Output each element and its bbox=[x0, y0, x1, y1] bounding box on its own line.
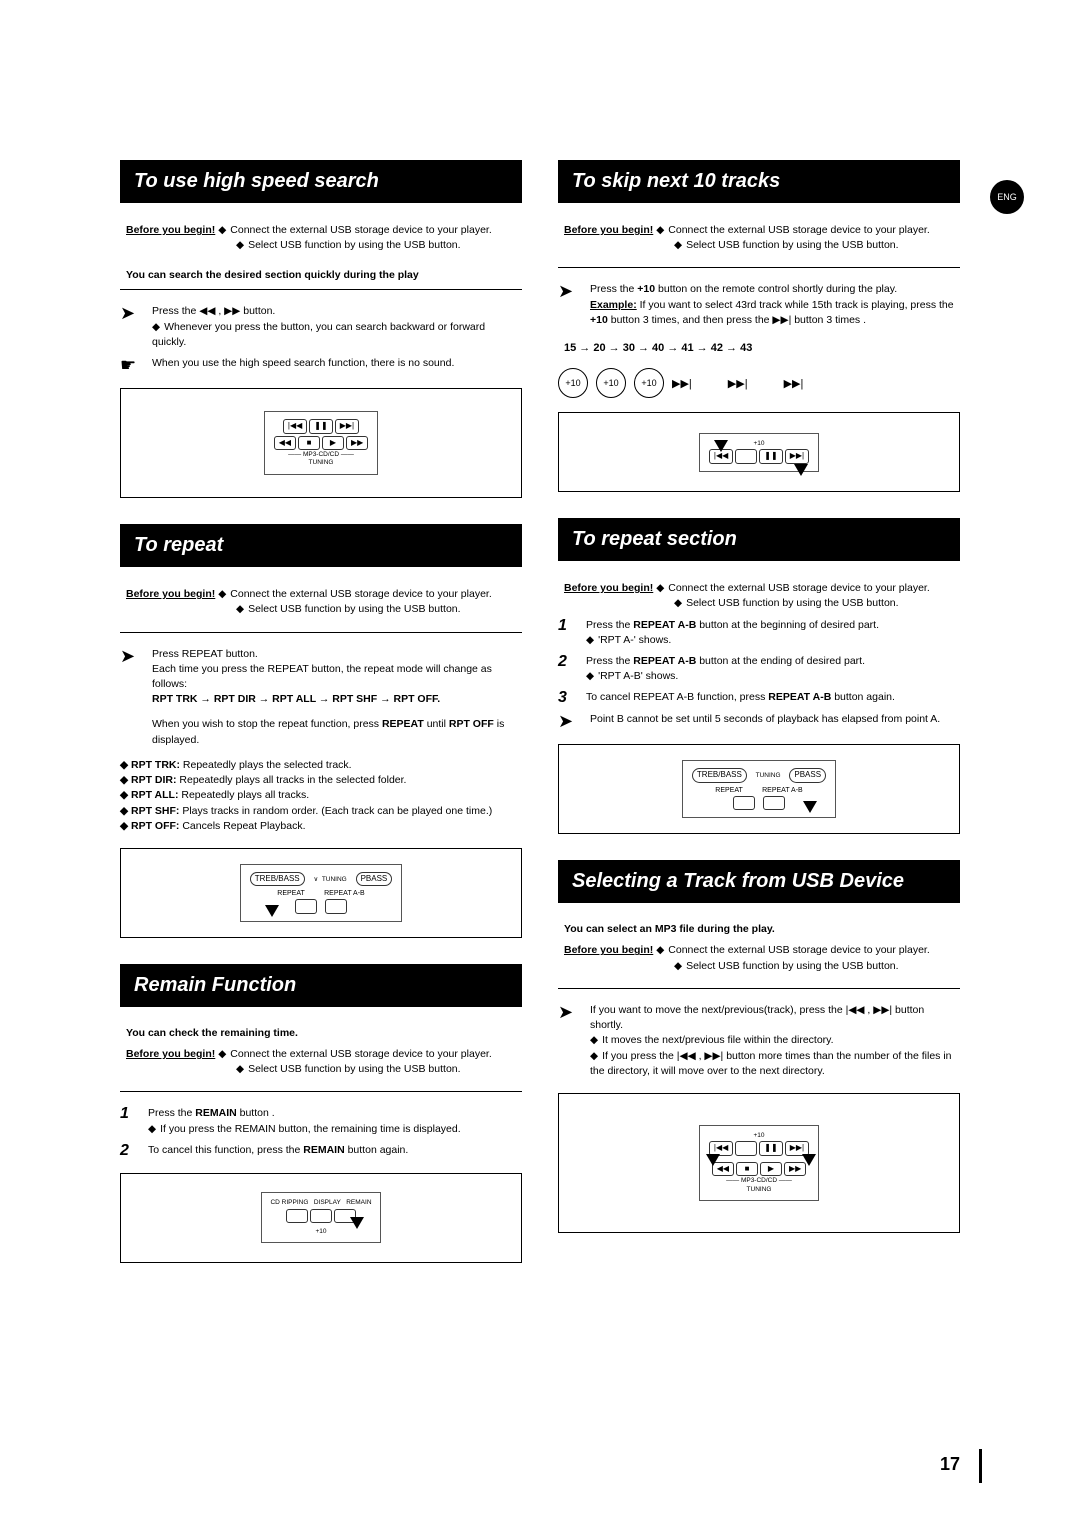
next-track-icon: ▶▶| bbox=[672, 377, 692, 390]
section-title-remain: Remain Function bbox=[120, 964, 522, 1007]
each-time: Each time you press the REPEAT button, t… bbox=[152, 663, 492, 690]
step-number-2: 2 bbox=[558, 654, 576, 670]
note-nosound: When you use the high speed search funct… bbox=[152, 356, 522, 371]
repeat-modes-list: RPT TRK: Repeatedly plays the selected t… bbox=[120, 758, 522, 834]
section-repeat: To repeat Before you begin! ◆Connect the… bbox=[120, 524, 522, 938]
right-column: To skip next 10 tracks Before you begin!… bbox=[558, 160, 960, 1287]
remote-figure-usb: +10 |◀◀ ❚❚▶▶| ◀◀■▶▶▶ —— MP3-CD/CD —— TUN… bbox=[558, 1093, 960, 1233]
plus10-icon: +10 bbox=[596, 368, 626, 398]
arrow-icon: ➤ bbox=[558, 712, 580, 730]
note-text: Whenever you press the button, you can s… bbox=[152, 321, 485, 348]
step-number-2: 2 bbox=[120, 1143, 138, 1159]
section-high-speed-search: To use high speed search Before you begi… bbox=[120, 160, 522, 498]
before-you-begin-ab: Before you begin! ◆Connect the external … bbox=[558, 581, 960, 611]
subhead: You can search the desired section quick… bbox=[126, 269, 522, 281]
before-you-begin: Before you begin! ◆Connect the external … bbox=[120, 223, 522, 253]
section-skip10: To skip next 10 tracks Before you begin!… bbox=[558, 160, 960, 492]
plus10-icon: +10 bbox=[558, 368, 588, 398]
section-repeat-ab: To repeat section Before you begin! ◆Con… bbox=[558, 518, 960, 834]
next-track-icon: ▶▶| bbox=[728, 377, 748, 390]
section-title-repeat: To repeat bbox=[120, 524, 522, 567]
section-title-repeat-ab: To repeat section bbox=[558, 518, 960, 561]
arrow-icon: ➤ bbox=[120, 304, 142, 322]
subhead-remain: You can check the remaining time. bbox=[126, 1027, 522, 1039]
remote-figure: |◀◀❚❚▶▶| ◀◀■▶▶▶ —— MP3-CD/CD —— TUNING bbox=[120, 388, 522, 498]
ab-note: Point B cannot be set until 5 seconds of… bbox=[590, 712, 960, 727]
page-divider bbox=[979, 1449, 982, 1483]
skip-sequence: 15 → 20 → 30 → 40 → 41 → 42 → 43 bbox=[564, 342, 960, 354]
section-remain: Remain Function You can check the remain… bbox=[120, 964, 522, 1263]
arrow-icon: ➤ bbox=[558, 1003, 580, 1021]
step-number-3: 3 bbox=[558, 690, 576, 706]
page-number: 17 bbox=[940, 1454, 960, 1475]
remote-figure-ab: TREB/BASS TUNING PBASS REPEAT REPEAT A-B bbox=[558, 744, 960, 834]
repeat-cycle: RPT TRK → RPT DIR → RPT ALL → RPT SHF → … bbox=[152, 693, 440, 705]
before-you-begin-remain: Before you begin! ◆Connect the external … bbox=[120, 1047, 522, 1077]
language-badge: ENG bbox=[990, 180, 1024, 214]
section-title-highspeed: To use high speed search bbox=[120, 160, 522, 203]
press-repeat: Press REPEAT button. bbox=[152, 648, 258, 660]
remain-note: If you press the REMAIN button, the rema… bbox=[160, 1123, 461, 1135]
remote-figure-repeat: TREB/BASS ∨ TUNING PBASS REPEAT REPEAT A… bbox=[120, 848, 522, 938]
arrow-icon: ➤ bbox=[558, 282, 580, 300]
before-you-begin-usb: Before you begin! ◆Connect the external … bbox=[558, 943, 960, 973]
note-icon: ☛ bbox=[120, 356, 142, 374]
step-number-1: 1 bbox=[120, 1106, 138, 1122]
press-text: Press the ◀◀ , ▶▶ button. bbox=[152, 305, 275, 317]
section-title-select-usb: Selecting a Track from USB Device bbox=[558, 860, 960, 903]
subhead-usb: You can select an MP3 file during the pl… bbox=[564, 923, 960, 935]
button-sequence: +10 +10 +10 ▶▶| ▶▶| ▶▶| bbox=[558, 368, 960, 398]
next-track-icon: ▶▶| bbox=[784, 377, 804, 390]
usb-b1: It moves the next/previous file within t… bbox=[602, 1034, 834, 1046]
usb-b2: If you press the |◀◀ , ▶▶| button more t… bbox=[590, 1050, 952, 1077]
before-you-begin-skip: Before you begin! ◆Connect the external … bbox=[558, 223, 960, 253]
usb-press: If you want to move the next/previous(tr… bbox=[590, 1004, 924, 1031]
left-column: To use high speed search Before you begi… bbox=[120, 160, 522, 1287]
stop-repeat: When you wish to stop the repeat functio… bbox=[120, 717, 522, 747]
remote-figure-skip: +10 |◀◀ ❚❚▶▶| bbox=[558, 412, 960, 492]
remote-figure-remain: CD RIPPING DISPLAY REMAIN +10 bbox=[120, 1173, 522, 1263]
section-title-skip10: To skip next 10 tracks bbox=[558, 160, 960, 203]
plus10-icon: +10 bbox=[634, 368, 664, 398]
step-number-1: 1 bbox=[558, 618, 576, 634]
before-you-begin-repeat: Before you begin! ◆Connect the external … bbox=[120, 587, 522, 617]
arrow-icon: ➤ bbox=[120, 647, 142, 665]
section-select-usb: Selecting a Track from USB Device You ca… bbox=[558, 860, 960, 1233]
